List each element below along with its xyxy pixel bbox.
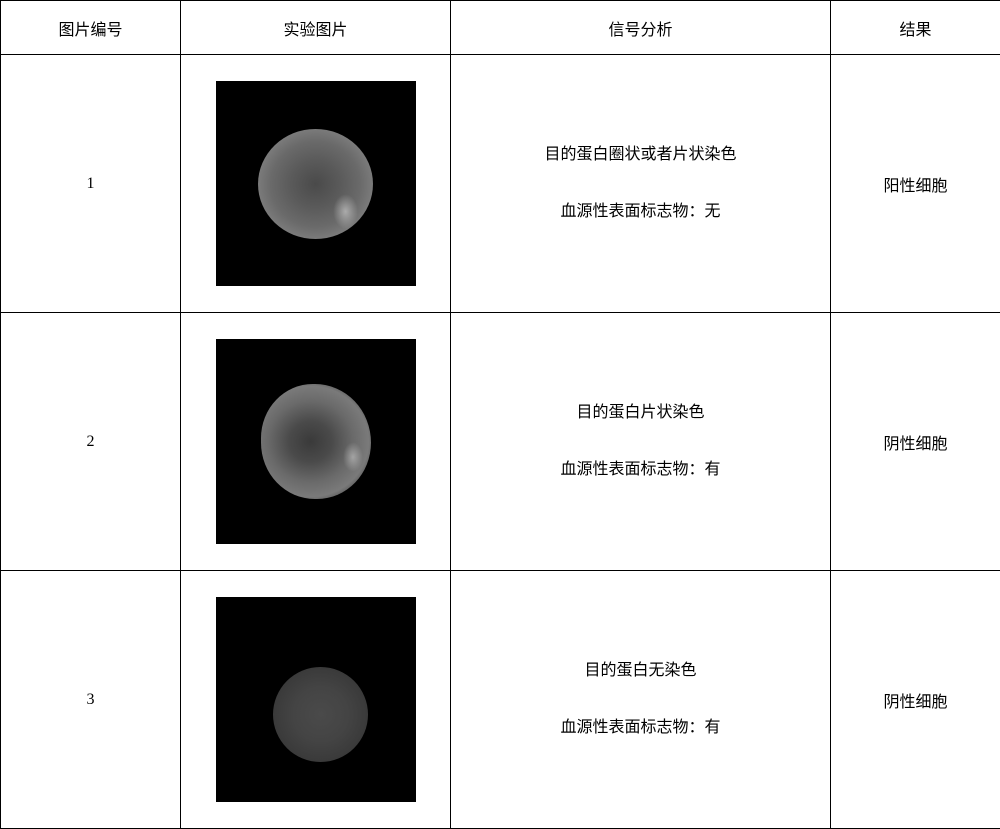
- cell-image-id: 1: [1, 55, 181, 313]
- analysis-content: 目的蛋白无染色 血源性表面标志物：有: [459, 649, 822, 751]
- analysis-line-2: 血源性表面标志物：有: [459, 448, 822, 493]
- cell-sample-icon: [258, 129, 373, 239]
- header-experiment-image: 实验图片: [181, 1, 451, 55]
- cell-result: 阳性细胞: [831, 55, 1000, 313]
- cell-sample-icon: [261, 384, 371, 499]
- cell-result: 阴性细胞: [831, 571, 1000, 829]
- cell-experiment-image: [181, 571, 451, 829]
- analysis-line-1: 目的蛋白片状染色: [459, 391, 822, 436]
- cell-signal-analysis: 目的蛋白无染色 血源性表面标志物：有: [451, 571, 831, 829]
- analysis-content: 目的蛋白片状染色 血源性表面标志物：有: [459, 391, 822, 493]
- cell-signal-analysis: 目的蛋白片状染色 血源性表面标志物：有: [451, 313, 831, 571]
- cell-experiment-image: [181, 313, 451, 571]
- analysis-line-1: 目的蛋白圈状或者片状染色: [459, 133, 822, 178]
- analysis-line-1: 目的蛋白无染色: [459, 649, 822, 694]
- header-image-id: 图片编号: [1, 1, 181, 55]
- cell-sample-icon: [273, 667, 368, 762]
- experiment-table: 图片编号 实验图片 信号分析 结果 1 目的蛋白圈状或者片状染色 血源性表面标志…: [0, 0, 1000, 829]
- cell-signal-analysis: 目的蛋白圈状或者片状染色 血源性表面标志物：无: [451, 55, 831, 313]
- analysis-content: 目的蛋白圈状或者片状染色 血源性表面标志物：无: [459, 133, 822, 235]
- microscopy-image-1: [216, 81, 416, 286]
- cell-image-id: 3: [1, 571, 181, 829]
- table-row: 2 目的蛋白片状染色 血源性表面标志物：有 阴性细胞: [1, 313, 1000, 571]
- header-signal-analysis: 信号分析: [451, 1, 831, 55]
- table-row: 3 目的蛋白无染色 血源性表面标志物：有 阴性细胞: [1, 571, 1000, 829]
- table-row: 1 目的蛋白圈状或者片状染色 血源性表面标志物：无 阳性细胞: [1, 55, 1000, 313]
- cell-image-id: 2: [1, 313, 181, 571]
- microscopy-image-3: [216, 597, 416, 802]
- cell-experiment-image: [181, 55, 451, 313]
- header-result: 结果: [831, 1, 1000, 55]
- cell-result: 阴性细胞: [831, 313, 1000, 571]
- analysis-line-2: 血源性表面标志物：无: [459, 190, 822, 235]
- analysis-line-2: 血源性表面标志物：有: [459, 706, 822, 751]
- microscopy-image-2: [216, 339, 416, 544]
- table-header-row: 图片编号 实验图片 信号分析 结果: [1, 1, 1000, 55]
